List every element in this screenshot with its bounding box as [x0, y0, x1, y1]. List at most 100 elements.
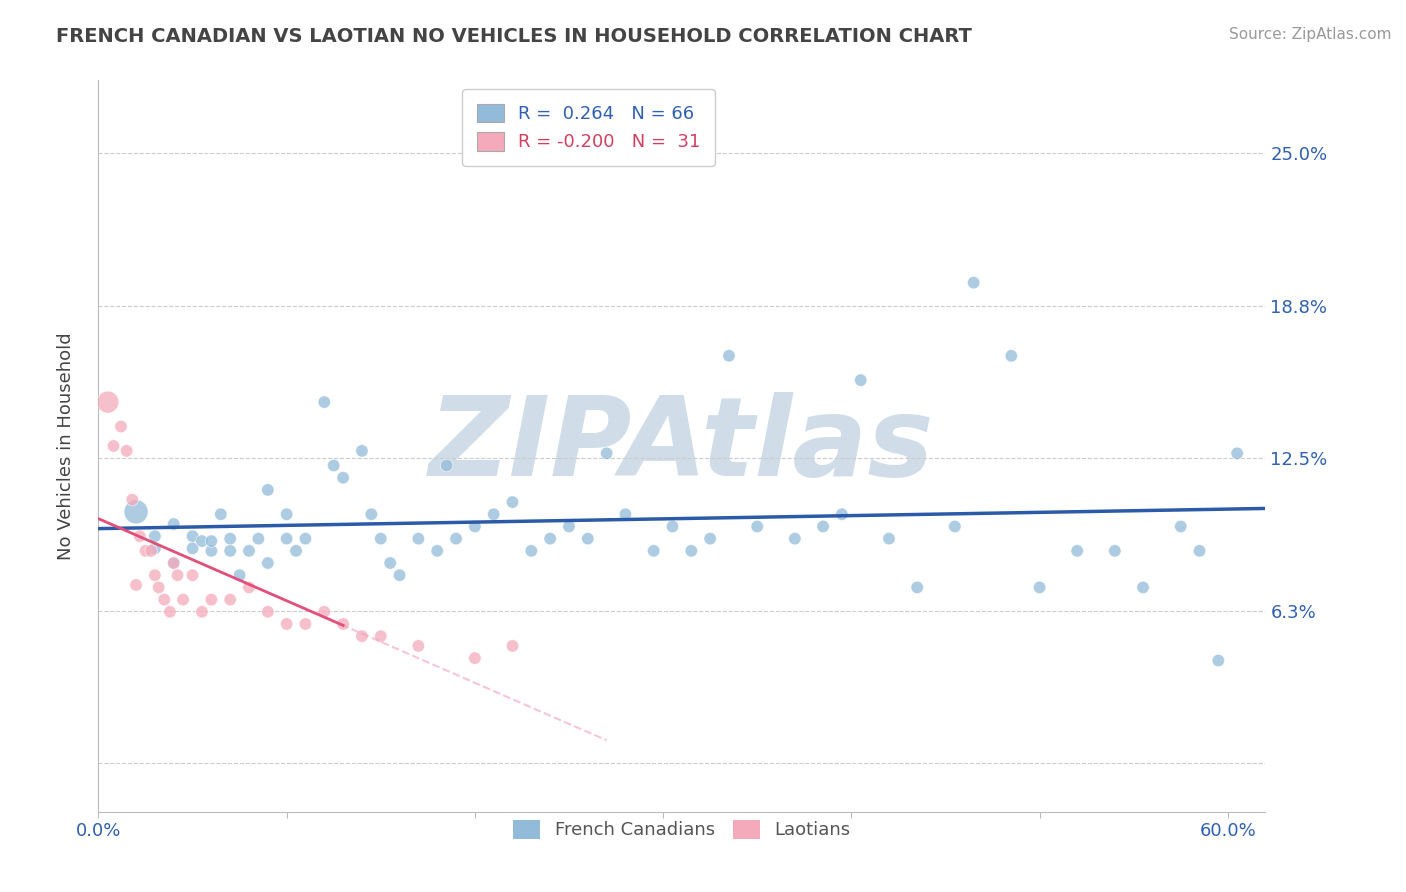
- Point: [219, 592, 242, 607]
- Point: [143, 541, 166, 556]
- Point: [350, 443, 373, 458]
- Point: [699, 532, 721, 546]
- Point: [502, 639, 524, 653]
- Point: [219, 544, 242, 558]
- Point: [408, 532, 430, 546]
- Point: [125, 505, 148, 519]
- Point: [163, 516, 186, 531]
- Legend: French Canadians, Laotians: French Canadians, Laotians: [506, 813, 858, 847]
- Point: [115, 443, 138, 458]
- Point: [426, 544, 449, 558]
- Point: [360, 508, 382, 522]
- Point: [276, 532, 298, 546]
- Point: [717, 349, 740, 363]
- Point: [163, 556, 186, 570]
- Point: [276, 508, 298, 522]
- Point: [181, 541, 204, 556]
- Point: [576, 532, 599, 546]
- Point: [143, 568, 166, 582]
- Point: [200, 534, 222, 549]
- Point: [464, 519, 486, 533]
- Point: [370, 629, 392, 643]
- Point: [502, 495, 524, 509]
- Point: [482, 508, 505, 522]
- Point: [209, 508, 232, 522]
- Point: [163, 556, 186, 570]
- Point: [172, 592, 194, 607]
- Point: [1066, 544, 1088, 558]
- Point: [464, 651, 486, 665]
- Point: [783, 532, 806, 546]
- Point: [219, 532, 242, 546]
- Text: FRENCH CANADIAN VS LAOTIAN NO VEHICLES IN HOUSEHOLD CORRELATION CHART: FRENCH CANADIAN VS LAOTIAN NO VEHICLES I…: [56, 27, 972, 45]
- Point: [1028, 581, 1050, 595]
- Point: [681, 544, 703, 558]
- Point: [159, 605, 181, 619]
- Point: [181, 529, 204, 543]
- Point: [191, 605, 214, 619]
- Point: [831, 508, 853, 522]
- Point: [1226, 446, 1249, 460]
- Point: [614, 508, 637, 522]
- Point: [276, 617, 298, 632]
- Point: [408, 639, 430, 653]
- Point: [314, 395, 336, 409]
- Point: [558, 519, 581, 533]
- Point: [436, 458, 458, 473]
- Point: [294, 617, 316, 632]
- Point: [350, 629, 373, 643]
- Point: [1104, 544, 1126, 558]
- Text: ZIPAtlas: ZIPAtlas: [429, 392, 935, 500]
- Point: [166, 568, 188, 582]
- Point: [877, 532, 900, 546]
- Point: [238, 544, 260, 558]
- Point: [332, 617, 354, 632]
- Point: [200, 544, 222, 558]
- Point: [97, 395, 120, 409]
- Point: [538, 532, 561, 546]
- Point: [388, 568, 411, 582]
- Point: [256, 605, 278, 619]
- Point: [332, 471, 354, 485]
- Point: [1188, 544, 1211, 558]
- Point: [595, 446, 617, 460]
- Point: [520, 544, 543, 558]
- Point: [143, 529, 166, 543]
- Point: [228, 568, 250, 582]
- Point: [139, 544, 162, 558]
- Point: [148, 581, 170, 595]
- Point: [181, 568, 204, 582]
- Point: [370, 532, 392, 546]
- Point: [661, 519, 683, 533]
- Point: [963, 276, 986, 290]
- Point: [238, 581, 260, 595]
- Point: [121, 492, 143, 507]
- Point: [247, 532, 270, 546]
- Point: [285, 544, 308, 558]
- Point: [849, 373, 872, 387]
- Point: [191, 534, 214, 549]
- Point: [294, 532, 316, 546]
- Point: [256, 556, 278, 570]
- Point: [153, 592, 176, 607]
- Point: [380, 556, 402, 570]
- Point: [905, 581, 928, 595]
- Point: [125, 578, 148, 592]
- Point: [643, 544, 665, 558]
- Point: [444, 532, 467, 546]
- Point: [200, 592, 222, 607]
- Point: [110, 419, 132, 434]
- Point: [314, 605, 336, 619]
- Y-axis label: No Vehicles in Household: No Vehicles in Household: [56, 332, 75, 560]
- Point: [1132, 581, 1154, 595]
- Point: [811, 519, 834, 533]
- Point: [256, 483, 278, 497]
- Point: [1170, 519, 1192, 533]
- Point: [747, 519, 769, 533]
- Point: [943, 519, 966, 533]
- Point: [1208, 654, 1230, 668]
- Point: [134, 544, 156, 558]
- Point: [1000, 349, 1022, 363]
- Point: [103, 439, 125, 453]
- Point: [128, 529, 150, 543]
